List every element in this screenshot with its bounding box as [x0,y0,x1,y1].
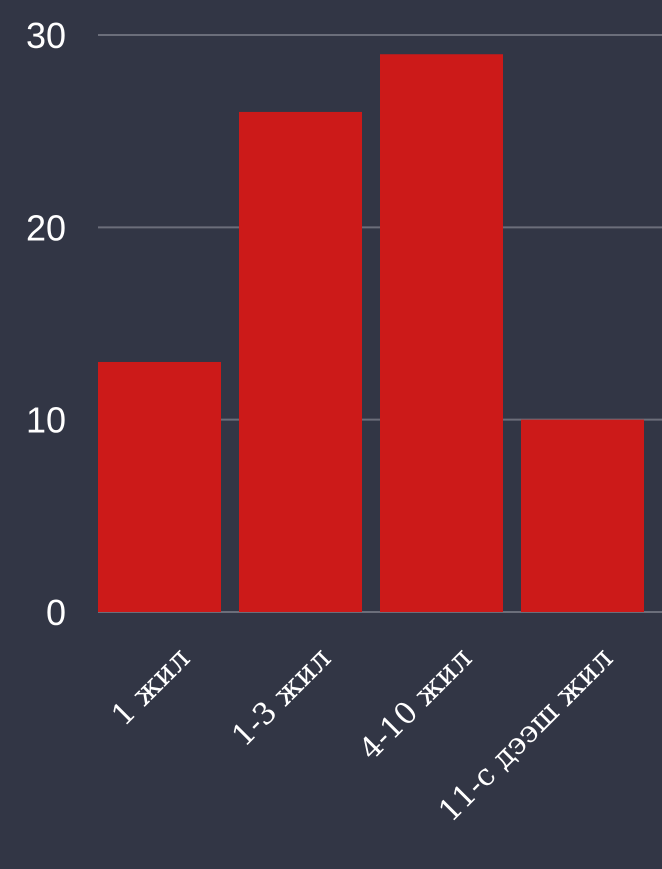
bar-2 [239,111,362,612]
y-axis-ticks: 0 10 20 30 [26,15,66,633]
bar-layer [98,54,644,612]
y-tick-label: 30 [26,15,66,56]
y-tick-label: 0 [46,592,66,633]
y-tick-label: 10 [26,400,66,441]
x-category-label: 1-3 жил [225,641,338,754]
bar-4 [521,419,644,612]
x-category-label: 1 жил [105,641,197,733]
x-category-label: 4-10 жил [353,641,479,767]
bar-1 [98,361,221,612]
bar-3 [380,54,503,612]
y-tick-label: 20 [26,207,66,248]
